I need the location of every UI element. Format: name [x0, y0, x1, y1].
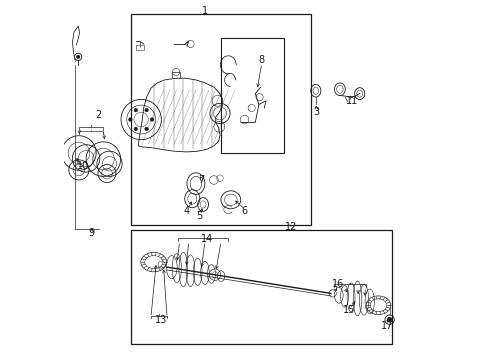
- Bar: [131, 14, 310, 225]
- Text: 2: 2: [95, 110, 102, 120]
- Circle shape: [128, 118, 132, 121]
- Circle shape: [150, 118, 153, 121]
- Circle shape: [386, 317, 391, 322]
- Text: 12: 12: [285, 222, 297, 232]
- Text: 16: 16: [331, 279, 344, 289]
- Text: 7: 7: [198, 175, 204, 185]
- Text: 1: 1: [202, 6, 207, 16]
- Text: 8: 8: [258, 55, 264, 65]
- Bar: [136, 45, 144, 50]
- Text: 4: 4: [183, 206, 189, 216]
- Text: 11: 11: [346, 96, 358, 106]
- Bar: [131, 230, 391, 344]
- Text: 17: 17: [380, 321, 392, 331]
- Bar: [221, 38, 284, 153]
- Text: 6: 6: [241, 206, 247, 216]
- Text: 3: 3: [313, 107, 319, 117]
- Circle shape: [144, 127, 148, 131]
- Circle shape: [76, 55, 80, 59]
- Text: 13: 13: [155, 315, 167, 325]
- Text: 10: 10: [77, 161, 89, 171]
- Circle shape: [134, 108, 137, 112]
- Text: 15: 15: [342, 305, 354, 315]
- Circle shape: [134, 127, 137, 131]
- Text: 5: 5: [196, 211, 202, 221]
- Text: 9: 9: [88, 228, 94, 238]
- Circle shape: [144, 108, 148, 112]
- Text: 14: 14: [200, 234, 212, 244]
